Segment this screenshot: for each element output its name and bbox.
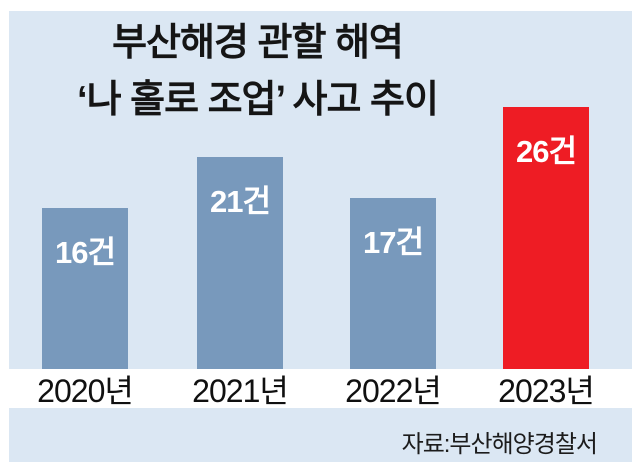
x-axis-label-2023년: 2023년 — [498, 372, 595, 409]
x-axis-label-2020년: 2020년 — [37, 372, 134, 409]
bar-2023년: 26건 — [503, 107, 589, 369]
source-credit: 자료:부산해양경찰서 — [401, 431, 598, 458]
bar-2020년: 16건 — [42, 208, 128, 369]
x-axis-band: 2020년 2021년 2022년 2023년 — [9, 369, 632, 409]
bar-2021년: 21건 — [197, 157, 283, 369]
bar-value-label-2020년: 16건 — [54, 235, 116, 270]
x-axis-label-2021년: 2021년 — [192, 372, 289, 409]
x-axis-label-2022년: 2022년 — [345, 372, 442, 409]
bar-value-label-2023년: 26건 — [515, 134, 577, 169]
chart-title-line2: ‘나 홀로 조업’ 사고 추이 — [77, 79, 439, 121]
bar-value-label-2021년: 21건 — [209, 184, 271, 219]
bar-2022년: 17건 — [350, 198, 436, 369]
bar-value-label-2022년: 17건 — [362, 225, 424, 260]
chart-title-line1: 부산해경 관할 해역 — [112, 22, 404, 64]
chart-title: 부산해경 관할 해역 ‘나 홀로 조업’ 사고 추이 — [25, 15, 490, 129]
